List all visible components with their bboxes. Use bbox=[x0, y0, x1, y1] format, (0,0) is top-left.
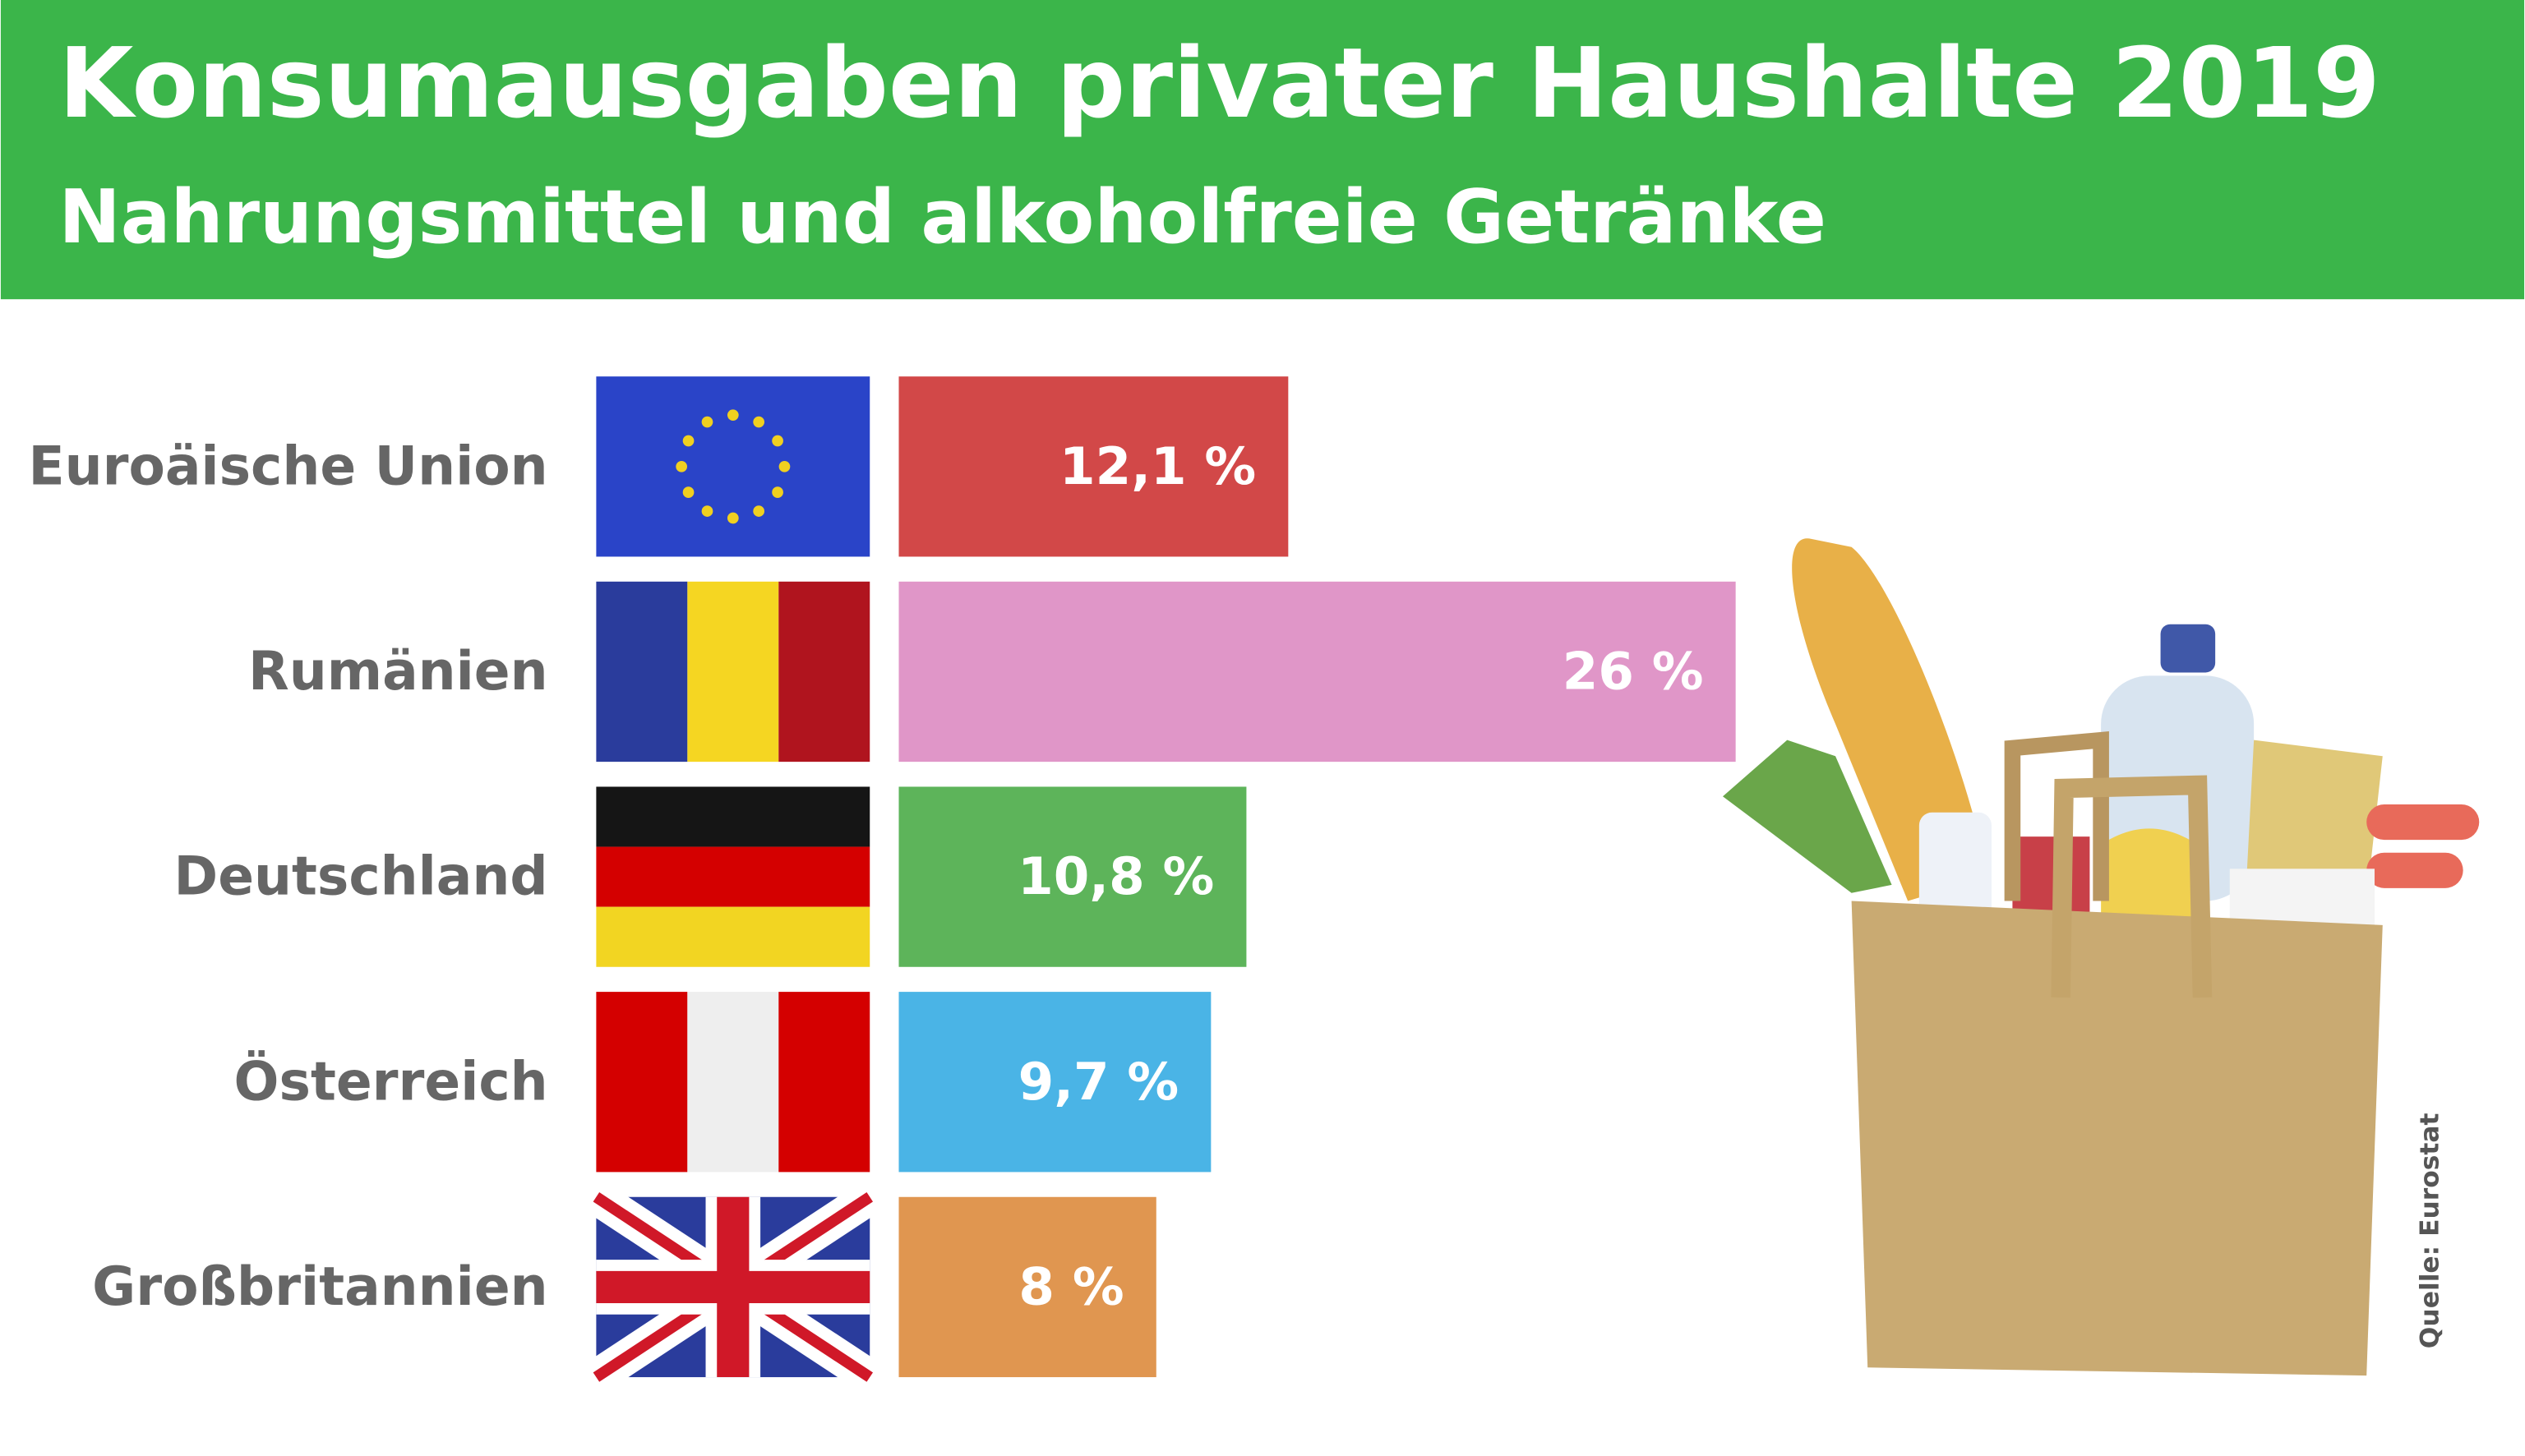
flag-star bbox=[727, 409, 739, 422]
category-label: Deutschland bbox=[174, 846, 548, 908]
flag-stripe bbox=[596, 906, 870, 967]
grocery-bag bbox=[1722, 538, 2480, 1376]
category-label: Österreich bbox=[234, 1050, 548, 1113]
flag-stripe bbox=[596, 846, 870, 907]
flag bbox=[596, 581, 870, 763]
flag-star bbox=[772, 486, 783, 499]
bar bbox=[898, 786, 1247, 967]
flag-field bbox=[596, 376, 870, 557]
flag-stripe bbox=[687, 581, 779, 763]
bar bbox=[898, 1196, 1156, 1378]
flag-star bbox=[778, 460, 791, 472]
flag-star bbox=[682, 486, 695, 499]
flag bbox=[596, 376, 870, 557]
flag bbox=[596, 786, 870, 967]
bar bbox=[898, 581, 1736, 763]
flag-stripe bbox=[596, 786, 870, 847]
value-label: 10,8 % bbox=[1018, 846, 1214, 906]
flag-stripe bbox=[596, 581, 688, 763]
category-label: Rumänien bbox=[248, 641, 548, 703]
bar bbox=[898, 376, 1289, 557]
category-label: Großbritannien bbox=[92, 1256, 547, 1318]
source-note: Quelle: Eurostat bbox=[2416, 1113, 2445, 1349]
flag-star bbox=[772, 435, 783, 447]
flag-stripe bbox=[778, 581, 870, 763]
flag-star bbox=[727, 512, 739, 524]
flag bbox=[596, 992, 870, 1173]
flag-cross bbox=[596, 1196, 870, 1378]
flag-star bbox=[676, 460, 688, 472]
flag-stripe bbox=[596, 992, 688, 1173]
flag-stripe bbox=[687, 992, 779, 1173]
value-label: 8 % bbox=[1018, 1256, 1124, 1316]
value-label: 9,7 % bbox=[1018, 1052, 1179, 1112]
value-label: 12,1 % bbox=[1059, 436, 1256, 496]
chart-subtitle: Nahrungsmittel und alkoholfreie Getränke bbox=[58, 174, 1826, 260]
flag-star bbox=[682, 435, 695, 447]
flag-star bbox=[701, 416, 713, 428]
category-label: Euroäische Union bbox=[28, 435, 547, 497]
value-label: 26 % bbox=[1563, 641, 1704, 701]
flag-star bbox=[753, 416, 764, 428]
chart-title: Konsumausgaben privater Haushalte 2019 bbox=[58, 27, 2380, 140]
header-band bbox=[0, 0, 2525, 300]
bar bbox=[898, 992, 1212, 1173]
flag-star bbox=[753, 505, 764, 517]
flag-stripe bbox=[778, 992, 870, 1173]
flag-star bbox=[701, 505, 713, 517]
flag bbox=[586, 1182, 880, 1393]
